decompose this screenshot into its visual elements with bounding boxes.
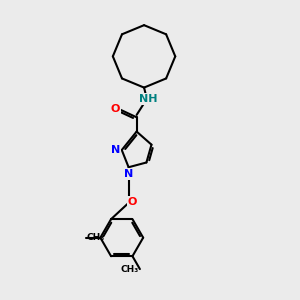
Text: O: O: [110, 104, 120, 114]
Text: NH: NH: [139, 94, 158, 104]
Text: CH₃: CH₃: [87, 233, 105, 242]
Text: N: N: [111, 145, 120, 155]
Text: N: N: [124, 169, 133, 179]
Text: CH₃: CH₃: [121, 265, 139, 274]
Text: O: O: [128, 197, 137, 207]
